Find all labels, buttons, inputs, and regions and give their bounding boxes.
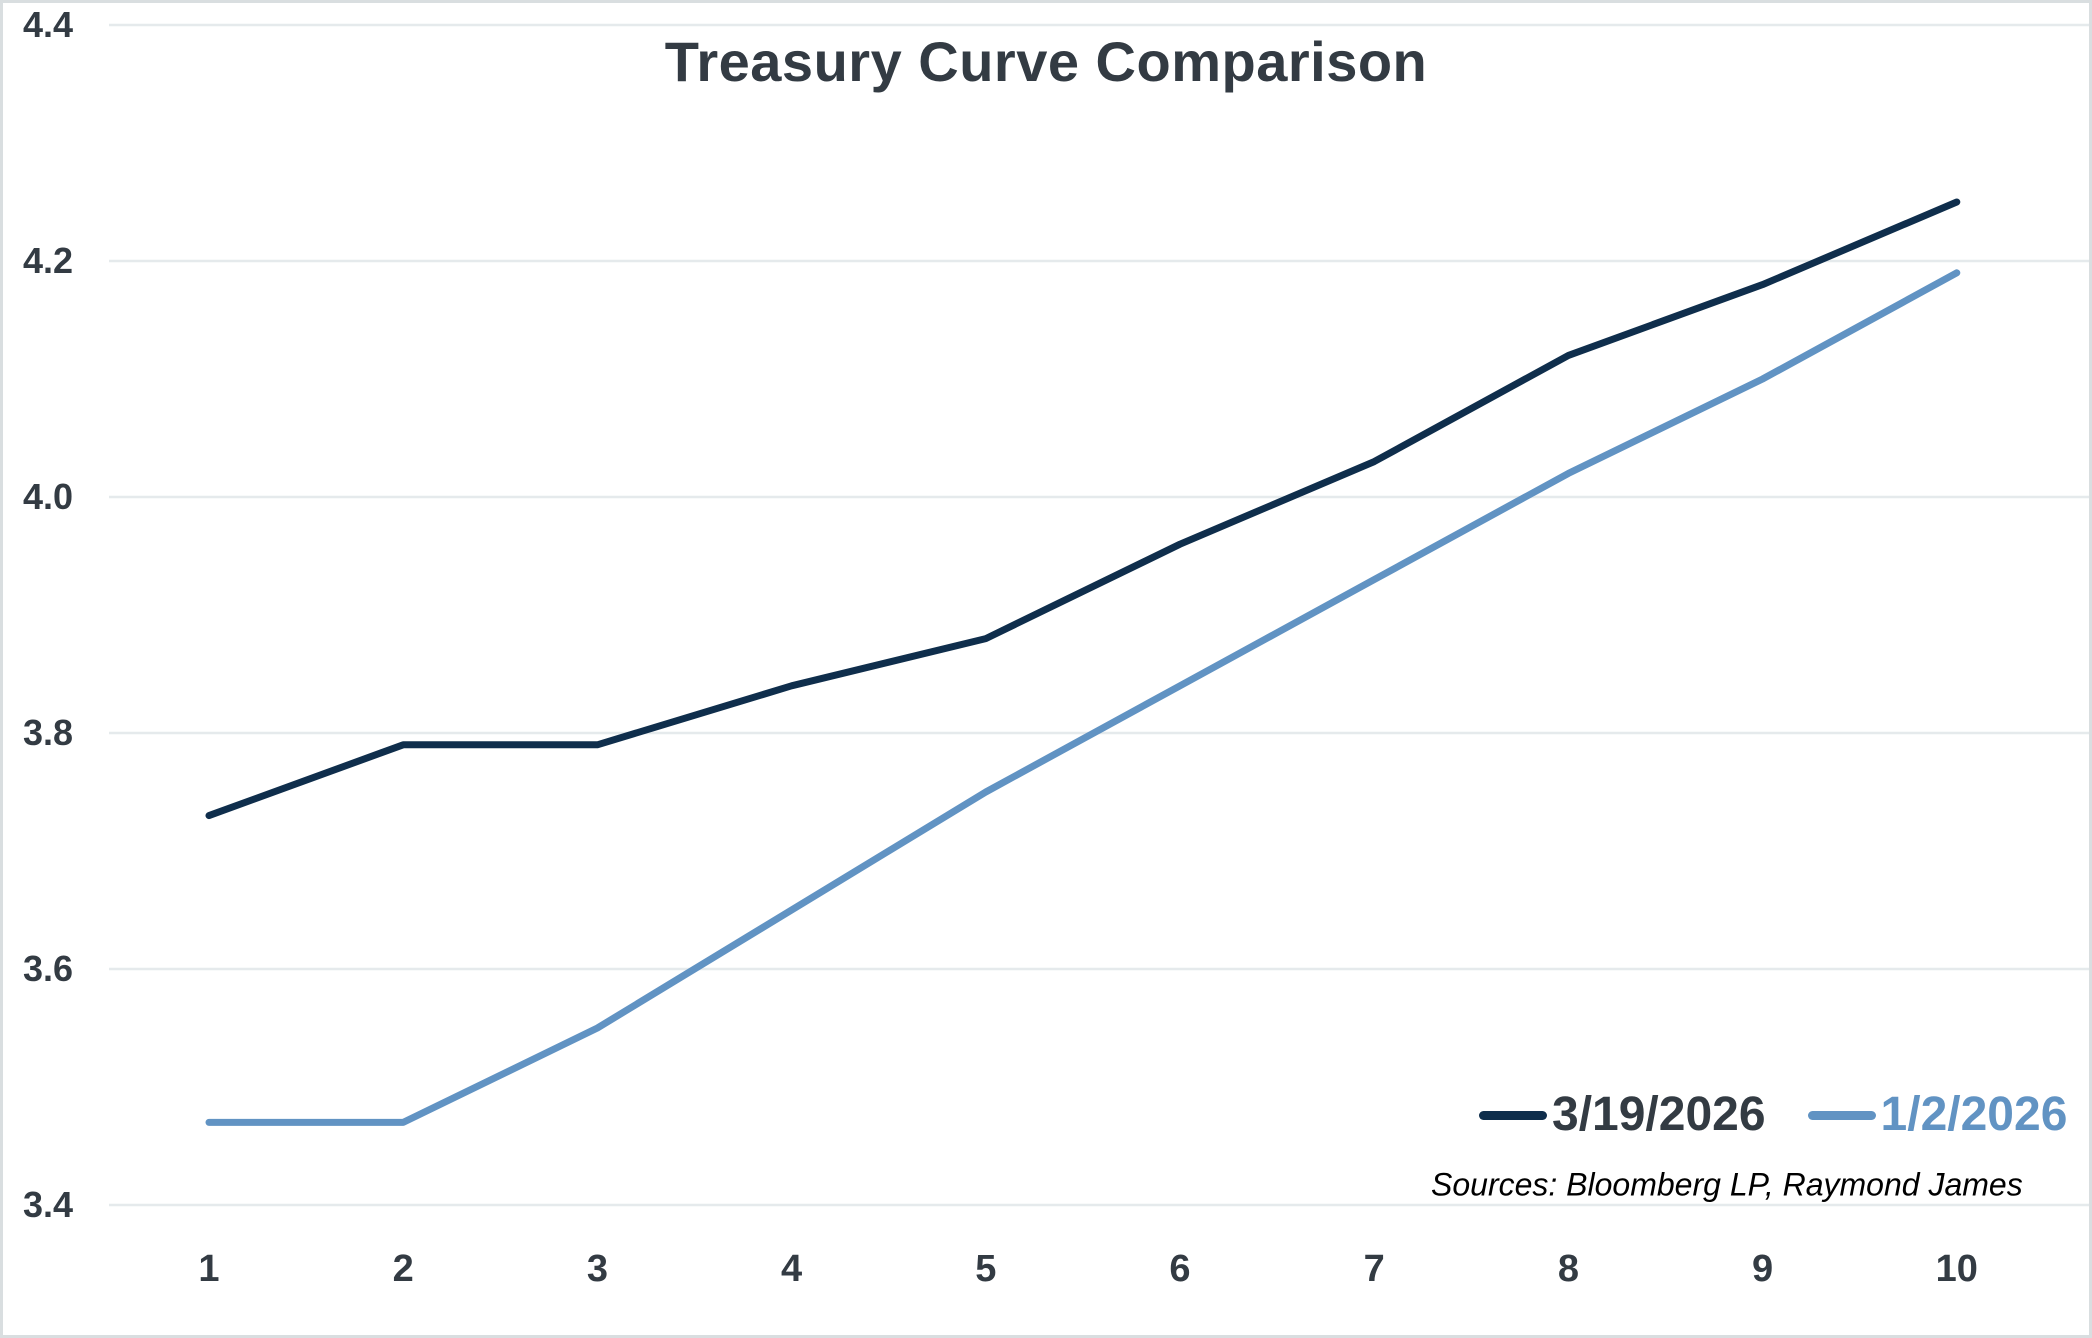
plot-area — [109, 23, 2089, 1207]
x-tick-label: 2 — [392, 1248, 414, 1290]
y-tick-label: 3.4 — [22, 1184, 73, 1225]
legend-line-swatch-icon — [1479, 1110, 1547, 1120]
x-tick-label: 5 — [975, 1248, 997, 1290]
x-tick-label: 8 — [1557, 1248, 1579, 1290]
x-tick-label: 9 — [1752, 1248, 1774, 1290]
legend: 3/19/2026 1/2/2026 — [1479, 1091, 2067, 1139]
x-tick-label: 3 — [586, 1248, 608, 1290]
y-tick-label: 4.2 — [22, 240, 73, 281]
x-tick-label: 10 — [1935, 1248, 1978, 1290]
series-line-1 — [205, 269, 1961, 1126]
x-tick-label: 1 — [198, 1248, 220, 1290]
y-tick-label: 3.6 — [22, 948, 73, 989]
legend-label: 1/2/2026 — [1880, 1088, 2068, 1141]
series-line-0 — [205, 198, 1961, 820]
x-tick-label: 7 — [1363, 1248, 1385, 1290]
y-tick-label: 4.4 — [22, 4, 73, 45]
source-note: Sources: Bloomberg LP, Raymond James — [1431, 1166, 2023, 1203]
y-tick-label: 3.8 — [22, 712, 73, 753]
legend-label: 3/19/2026 — [1552, 1088, 1766, 1141]
legend-item-series-0: 3/19/2026 — [1479, 1091, 1766, 1139]
legend-line-swatch-icon — [1807, 1110, 1876, 1120]
chart-title: Treasury Curve Comparison — [664, 30, 1428, 93]
legend-item-series-1: 1/2/2026 — [1807, 1088, 2068, 1141]
x-tick-label: 4 — [781, 1248, 803, 1290]
x-tick-label: 6 — [1169, 1248, 1191, 1290]
y-tick-label: 4.0 — [22, 476, 73, 517]
